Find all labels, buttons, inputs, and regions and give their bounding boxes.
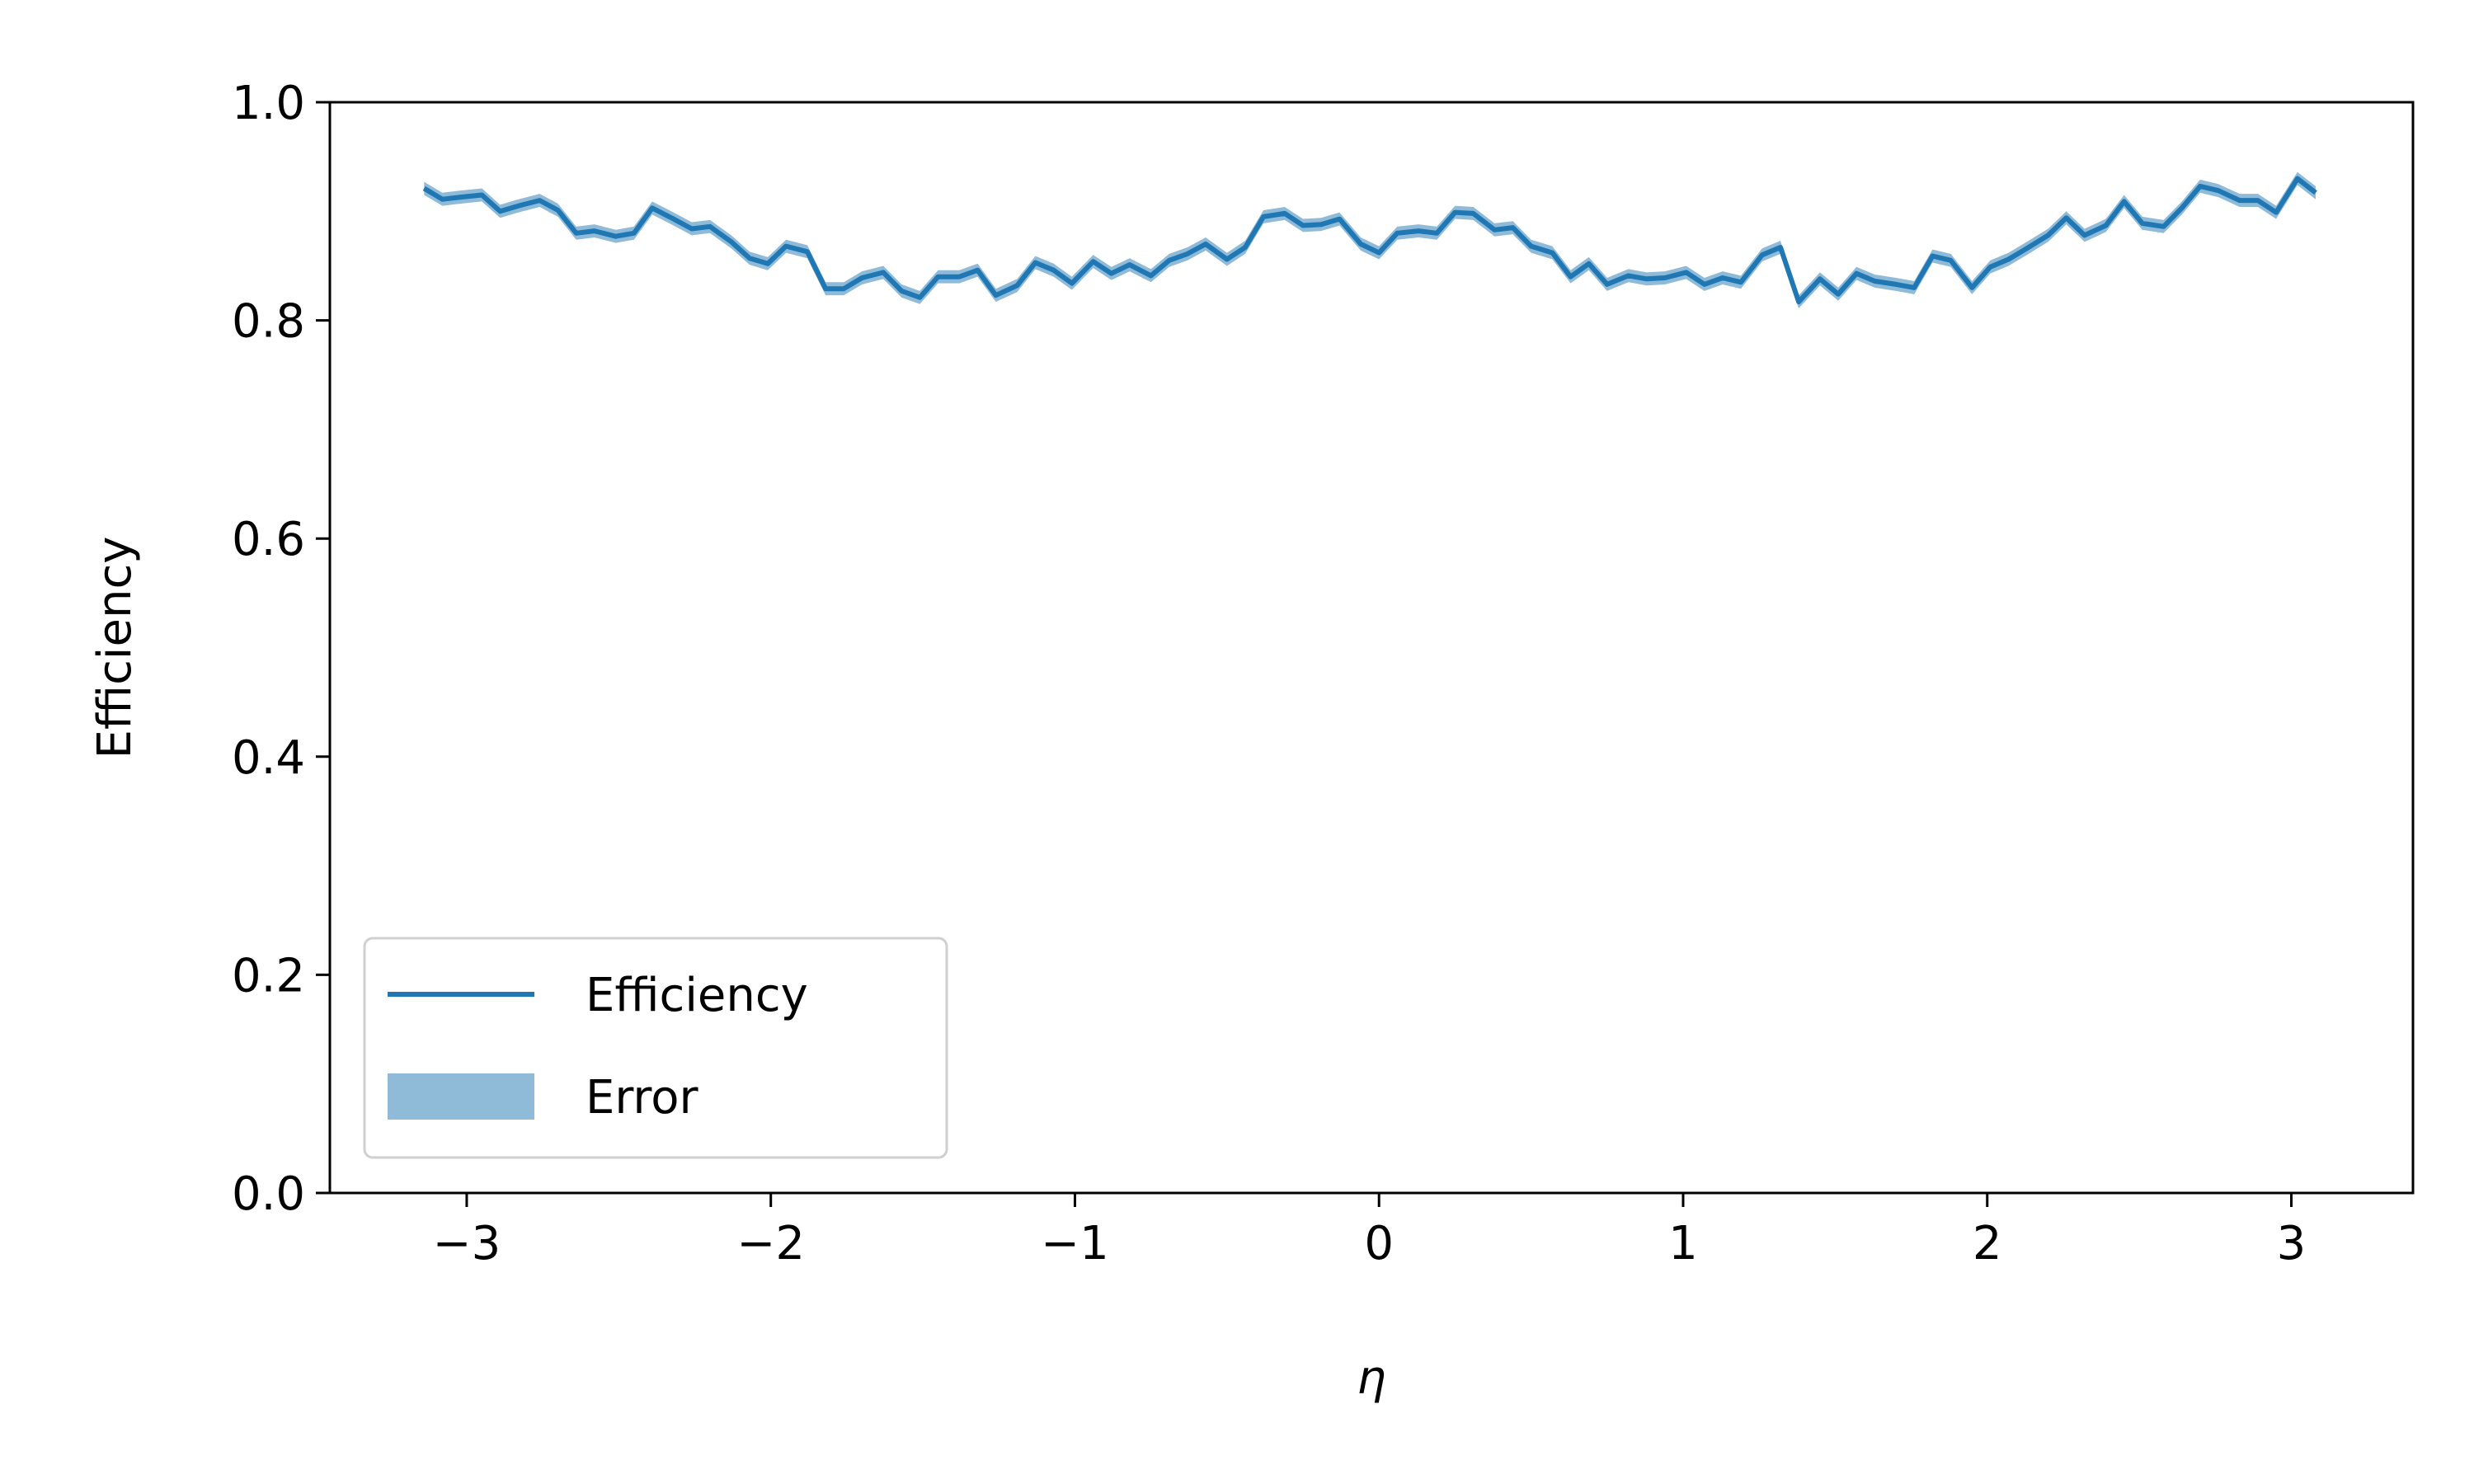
x-tick-label: −3: [433, 1217, 501, 1270]
x-tick-label: 1: [1668, 1217, 1698, 1270]
efficiency-line-layer: [422, 176, 2317, 305]
efficiency-line: [422, 176, 2317, 305]
y-axis-ticks: 0.0 0.2 0.4 0.6 0.8 1.0: [232, 77, 330, 1221]
y-axis-label: Efficiency: [88, 537, 142, 759]
x-tick-label: 3: [2277, 1217, 2307, 1270]
x-tick-label: −2: [736, 1217, 805, 1270]
y-tick-label: 0.8: [232, 295, 305, 349]
x-axis-label: η: [1357, 1351, 1386, 1405]
x-tick-label: 2: [1973, 1217, 2002, 1270]
axes-frame: [328, 101, 2415, 1195]
legend-band-swatch: [388, 1073, 534, 1120]
x-tick-label: 0: [1364, 1217, 1394, 1270]
y-tick-label: 0.4: [232, 731, 305, 785]
y-tick-label: 0.6: [232, 513, 305, 566]
legend: Efficiency Error: [363, 937, 948, 1159]
x-tick-label: −1: [1041, 1217, 1109, 1270]
y-tick-label: 0.2: [232, 949, 305, 1003]
y-tick-label: 1.0: [232, 77, 305, 130]
legend-label-efficiency: Efficiency: [586, 969, 808, 1022]
y-tick-label: 0.0: [232, 1167, 305, 1221]
legend-label-error: Error: [586, 1071, 698, 1125]
x-axis-ticks: −3 −2 −1 0 1 2 3: [433, 1193, 2307, 1270]
